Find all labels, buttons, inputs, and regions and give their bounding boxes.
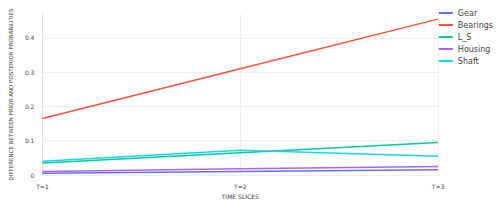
svg-text:Shaft: Shaft — [458, 57, 479, 66]
svg-text:DIFFERENCE BETWEEN PRIOR AND P: DIFFERENCE BETWEEN PRIOR AND POSTERIOR P… — [8, 8, 14, 180]
svg-text:0.3: 0.3 — [25, 69, 35, 76]
svg-text:L_S: L_S — [458, 33, 472, 42]
svg-text:0.4: 0.4 — [25, 34, 35, 41]
svg-text:0.1: 0.1 — [25, 137, 35, 144]
svg-text:Gear: Gear — [458, 9, 478, 18]
svg-text:0.2: 0.2 — [25, 103, 35, 110]
svg-text:T=2: T=2 — [233, 183, 247, 190]
svg-text:0: 0 — [31, 172, 35, 179]
svg-text:T=3: T=3 — [431, 183, 445, 190]
svg-text:T=1: T=1 — [35, 183, 49, 190]
svg-text:Bearings: Bearings — [458, 21, 493, 30]
svg-text:TIME SLICES: TIME SLICES — [221, 193, 259, 200]
svg-text:Housing: Housing — [458, 45, 491, 54]
